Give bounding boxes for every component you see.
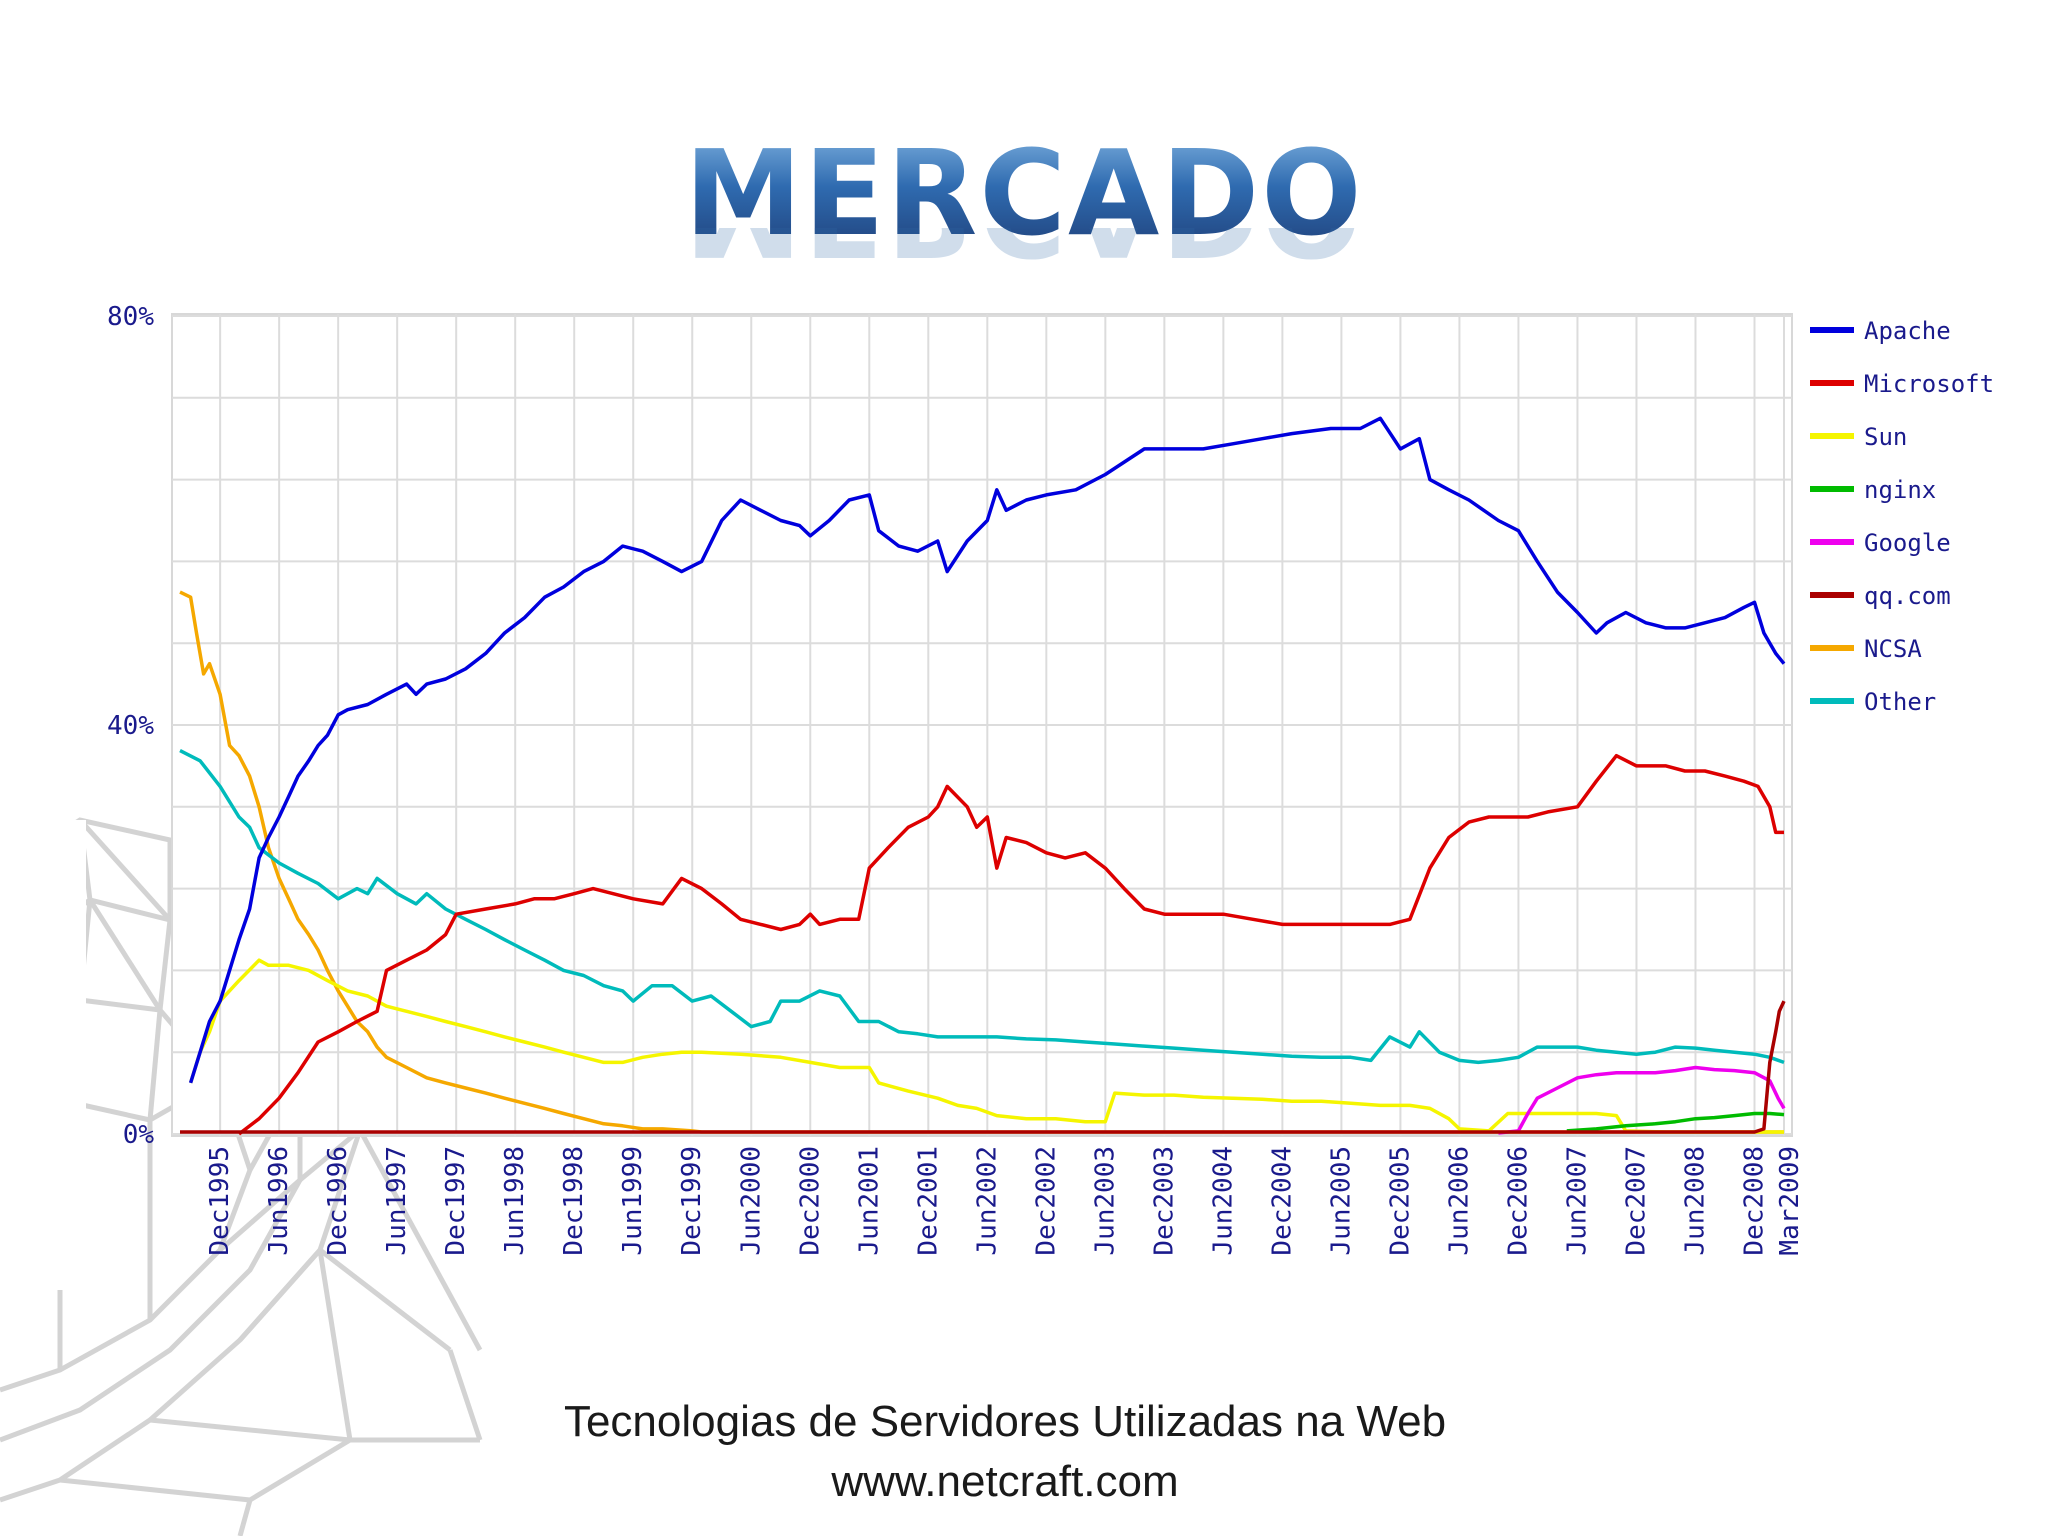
x-tick-label: Dec2000	[795, 1146, 825, 1256]
series-line-sun	[188, 958, 1784, 1134]
series-line-ncsa	[179, 590, 1784, 1134]
legend-label: Apache	[1864, 317, 1951, 345]
x-tick-label: Dec2002	[1031, 1146, 1061, 1256]
series-line-apache	[188, 416, 1786, 1084]
x-tick-label: Dec2001	[913, 1146, 943, 1256]
x-tick-label: Jun2002	[972, 1146, 1002, 1256]
legend-label: nginx	[1864, 476, 1936, 504]
series-line-google	[1498, 1065, 1786, 1135]
x-tick-label: Dec1998	[559, 1146, 589, 1256]
caption-line-1: Tecnologias de Servidores Utilizadas na …	[563, 1397, 1447, 1446]
y-axis-ticks: 0% 40% 80%	[107, 302, 154, 1150]
series-line-other	[179, 749, 1785, 1065]
x-axis-ticks: Dec1995 Jun1996 Dec1996 Jun1997 Dec1997 Jun19…	[205, 1146, 1805, 1256]
x-tick-label: Dec2008	[1739, 1146, 1769, 1256]
legend: Apache Microsoft Sun nginx Google qq.com NCSA O…	[1810, 317, 1994, 716]
x-tick-label: Jun2000	[736, 1146, 766, 1256]
x-tick-label: Dec2005	[1385, 1146, 1415, 1256]
x-tick-label: Jun1999	[618, 1146, 648, 1256]
x-tick-label: Dec1997	[441, 1146, 471, 1256]
x-tick-label: Jun2005	[1326, 1146, 1356, 1256]
slide-caption: Tecnologias de Servidores Utilizadas na …	[0, 1392, 2010, 1512]
slide-title: MERCADO	[0, 128, 2048, 258]
x-tick-label: Dec1996	[323, 1146, 353, 1256]
series-line-microsoft	[237, 753, 1784, 1136]
x-tick-label: Dec2003	[1149, 1146, 1179, 1256]
x-tick-label: Dec2006	[1503, 1146, 1533, 1256]
legend-label: Sun	[1864, 423, 1907, 451]
legend-label: Other	[1864, 688, 1936, 716]
caption-line-2: www.netcraft.com	[831, 1457, 1179, 1506]
x-tick-label: Jun1996	[264, 1146, 294, 1256]
series-lines	[179, 416, 1786, 1136]
x-tick-label: Jun1998	[500, 1146, 530, 1256]
x-tick-label: Mar2009	[1775, 1146, 1805, 1256]
x-tick-label: Dec1999	[677, 1146, 707, 1256]
x-tick-label: Jun1997	[382, 1146, 412, 1256]
x-tick-label: Jun2003	[1090, 1146, 1120, 1256]
grid	[172, 314, 1792, 1136]
x-tick-label: Jun2001	[854, 1146, 884, 1256]
legend-label: Google	[1864, 529, 1951, 557]
series-line-nginx	[1566, 1111, 1785, 1133]
y-tick-label: 0%	[123, 1120, 155, 1150]
x-tick-label: Jun2006	[1444, 1146, 1474, 1256]
y-tick-label: 80%	[107, 302, 154, 332]
x-tick-label: Jun2007	[1562, 1146, 1592, 1256]
x-tick-label: Jun2004	[1208, 1146, 1238, 1256]
legend-label: qq.com	[1864, 582, 1951, 610]
x-tick-label: Dec2004	[1267, 1146, 1297, 1256]
series-line-qq-com	[180, 1000, 1786, 1134]
legend-label: NCSA	[1864, 635, 1922, 663]
x-tick-label: Dec2007	[1621, 1146, 1651, 1256]
legend-label: Microsoft	[1864, 370, 1994, 398]
x-tick-label: Dec1995	[205, 1146, 235, 1256]
y-tick-label: 40%	[107, 711, 154, 741]
x-tick-label: Jun2008	[1680, 1146, 1710, 1256]
